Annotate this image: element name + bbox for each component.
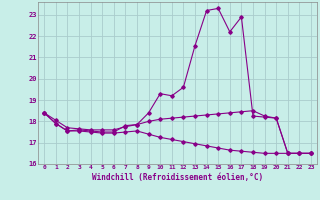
X-axis label: Windchill (Refroidissement éolien,°C): Windchill (Refroidissement éolien,°C) bbox=[92, 173, 263, 182]
